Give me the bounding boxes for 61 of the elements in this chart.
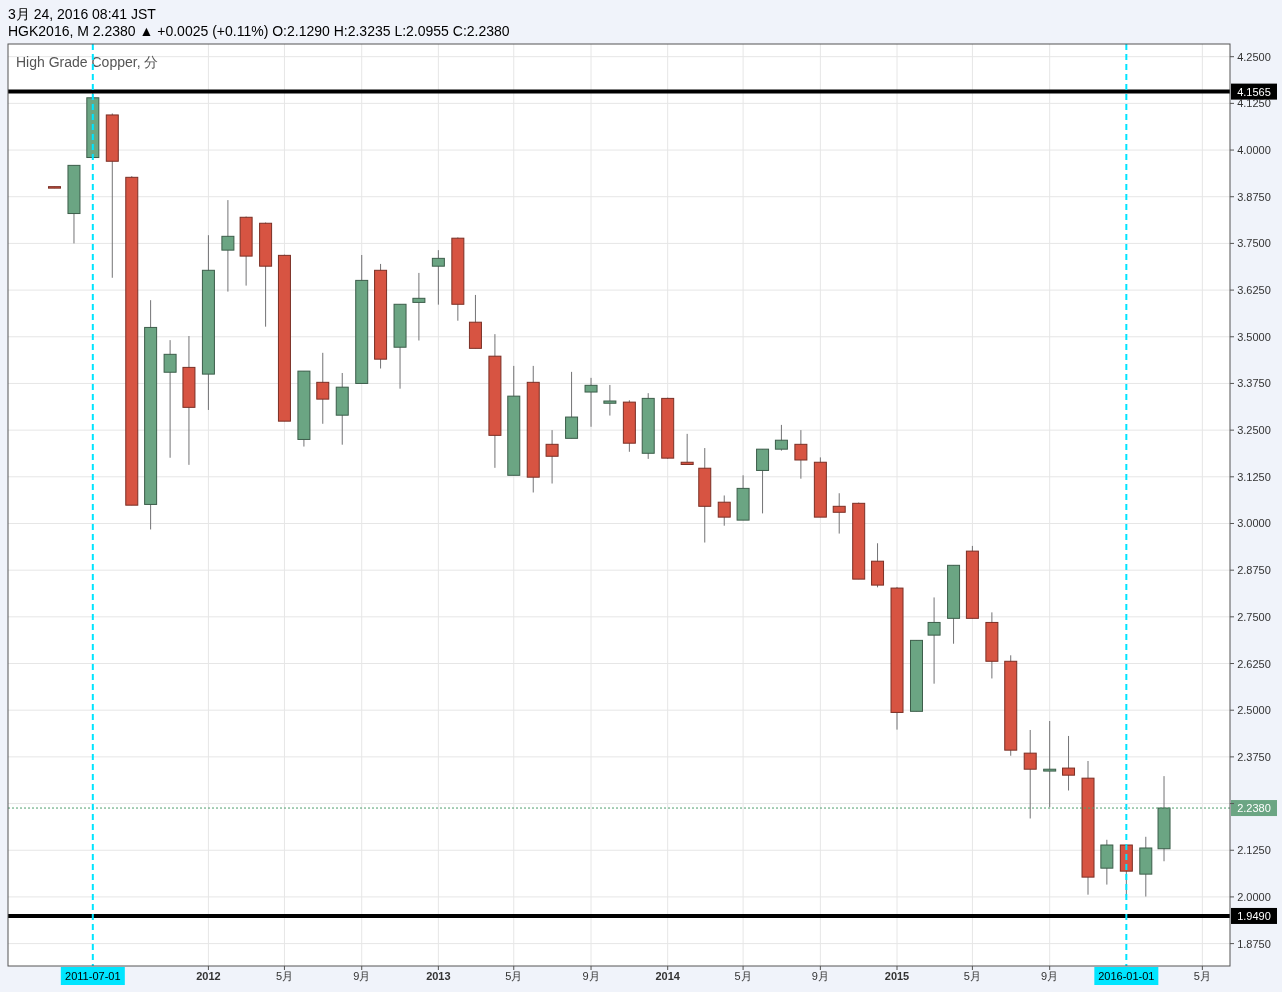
y-tick-label: 2.8750 [1237, 564, 1271, 577]
candlestick [717, 494, 731, 527]
x-tick-label: 9月 [811, 970, 829, 982]
candlestick [584, 377, 598, 428]
candlestick [163, 339, 177, 459]
candlestick [1100, 839, 1114, 886]
x-tick-label: 2014 [655, 970, 681, 982]
text: High Grade Copper, 分 [16, 54, 159, 70]
candlestick [565, 371, 579, 439]
x-tick-label: 5月 [734, 970, 752, 982]
y-tick-label: 3.0000 [1237, 517, 1271, 530]
candlestick [774, 424, 788, 452]
candlestick [603, 384, 617, 417]
y-tick-label: 2.3750 [1237, 750, 1271, 763]
candlestick [832, 492, 846, 535]
y-tick-label: 2.5000 [1237, 704, 1271, 717]
x-tick-label: 2015 [884, 970, 910, 982]
y-tick-label: 3.1250 [1237, 470, 1271, 483]
x-tick-label: 5月 [505, 970, 523, 982]
ref-line-label: 2.2380 [1237, 802, 1271, 815]
candlestick [545, 429, 559, 485]
y-tick-label: 3.2500 [1237, 424, 1271, 437]
candlestick [221, 199, 235, 293]
text: HGK2016, M 2.2380 ▲ +0.0025 (+0.11%) O:2.1290 H:2.3235 L:2.0955 C:2.2380 [8, 23, 510, 39]
y-tick-label: 2.6250 [1237, 657, 1271, 670]
candlestick [927, 596, 941, 685]
x-tick-label: 9月 [1041, 970, 1059, 982]
candlestick [680, 433, 694, 465]
candlestick [871, 542, 885, 588]
candlestick [1043, 720, 1057, 808]
y-tick-label: 3.6250 [1237, 284, 1271, 297]
candlestick [412, 272, 426, 341]
ref-line-label: 4.1565 [1237, 85, 1271, 98]
text: 3月 24, 2016 08:41 JST [8, 6, 157, 22]
y-tick-label: 2.7500 [1237, 610, 1271, 623]
y-tick-label: 1.8750 [1237, 937, 1271, 950]
y-tick-label: 3.3750 [1237, 377, 1271, 390]
y-tick-label: 3.5000 [1237, 330, 1271, 343]
y-tick-label: 2.1250 [1237, 844, 1271, 857]
ref-line-label: 2016-01-01 [1098, 970, 1155, 982]
y-tick-label: 3.7500 [1237, 237, 1271, 250]
candlestick [756, 448, 770, 514]
x-tick-label: 9月 [582, 970, 600, 982]
candlestick [316, 352, 330, 425]
x-tick-label: 5月 [275, 970, 293, 982]
x-tick-label: 5月 [963, 970, 981, 982]
ref-line-label: 1.9490 [1237, 909, 1271, 922]
y-tick-label: 4.1250 [1237, 97, 1271, 110]
candlestick [794, 429, 808, 480]
y-tick-label: 3.8750 [1237, 190, 1271, 203]
y-tick-label: 4.2500 [1237, 50, 1271, 63]
x-tick-label: 2012 [196, 970, 221, 982]
candlestick [431, 249, 445, 306]
x-tick-label: 2013 [426, 970, 451, 982]
y-tick-label: 4.0000 [1237, 144, 1271, 157]
x-tick-label: 5月 [1193, 970, 1211, 982]
ref-line-label: 2011-07-01 [65, 970, 121, 982]
candlestick [1023, 729, 1037, 819]
y-tick-label: 2.0000 [1237, 890, 1271, 903]
x-tick-label: 9月 [353, 970, 371, 982]
candlestick [1062, 735, 1076, 791]
